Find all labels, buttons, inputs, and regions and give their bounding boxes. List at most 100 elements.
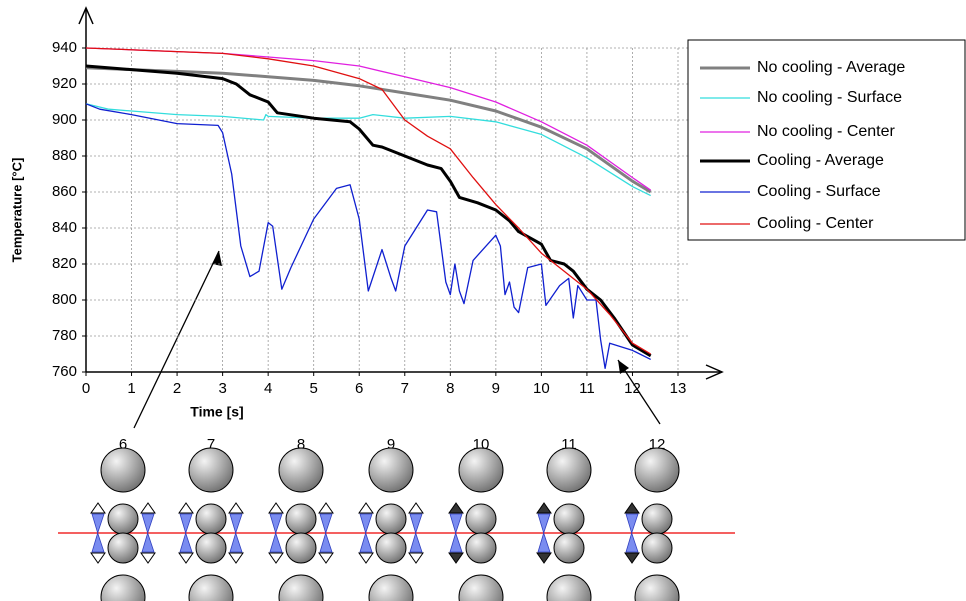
nozzle	[228, 502, 244, 514]
series-line	[85, 47, 652, 355]
roll	[553, 532, 585, 564]
roll	[285, 532, 317, 564]
spray	[409, 513, 423, 553]
y-axis-arrow	[78, 6, 94, 25]
x-tick-label: 1	[127, 380, 135, 397]
x-tick-label: 10	[533, 380, 550, 397]
nozzle	[90, 552, 106, 564]
roll	[553, 503, 585, 535]
x-tick-label: 12	[624, 380, 641, 397]
nozzle	[268, 552, 284, 564]
legend-label: Cooling - Average	[757, 152, 884, 169]
stand-label: 9	[387, 436, 395, 453]
roll	[634, 447, 680, 493]
roll	[100, 574, 146, 601]
legend-label: Cooling - Center	[757, 215, 874, 232]
roll	[546, 447, 592, 493]
roll	[278, 574, 324, 601]
legend-label: No cooling - Center	[757, 123, 896, 140]
nozzle	[408, 502, 424, 514]
stand-label: 6	[119, 436, 127, 453]
roll	[107, 503, 139, 535]
y-tick-label: 900	[52, 111, 77, 128]
y-tick-label: 760	[52, 363, 77, 380]
nozzle	[408, 552, 424, 564]
y-tick-label: 780	[52, 327, 77, 344]
spray	[179, 513, 193, 553]
roll	[641, 503, 673, 535]
roll	[465, 503, 497, 535]
nozzle	[140, 552, 156, 564]
nozzle	[140, 502, 156, 514]
legend-label: No cooling - Surface	[757, 89, 902, 106]
roll	[458, 447, 504, 493]
roll	[375, 503, 407, 535]
roll	[107, 532, 139, 564]
nozzle	[536, 502, 552, 514]
legend-label: No cooling - Average	[757, 59, 905, 76]
y-tick-label: 880	[52, 147, 77, 164]
roll	[368, 574, 414, 601]
spray	[359, 513, 373, 553]
roll	[278, 447, 324, 493]
spray	[141, 513, 155, 553]
roll	[634, 574, 680, 601]
stand-label: 8	[297, 436, 305, 453]
x-tick-label: 7	[401, 380, 409, 397]
nozzle	[318, 502, 334, 514]
spray	[91, 513, 105, 553]
roll	[458, 574, 504, 601]
spray	[269, 513, 283, 553]
arrowhead	[212, 251, 222, 266]
x-axis-label: Time [s]	[190, 404, 243, 420]
y-tick-label: 820	[52, 255, 77, 272]
spray	[319, 513, 333, 553]
roll	[375, 532, 407, 564]
x-tick-label: 13	[670, 380, 687, 397]
nozzle	[448, 552, 464, 564]
roll	[368, 447, 414, 493]
nozzle	[358, 552, 374, 564]
nozzle	[448, 502, 464, 514]
nozzle	[624, 502, 640, 514]
roll	[188, 574, 234, 601]
roll	[188, 447, 234, 493]
y-tick-label: 800	[52, 291, 77, 308]
arrowhead	[618, 360, 629, 374]
stand-label: 7	[207, 436, 215, 453]
roll	[641, 532, 673, 564]
series-line	[85, 66, 652, 194]
x-tick-label: 3	[218, 380, 226, 397]
series-line	[85, 103, 651, 370]
y-tick-label: 840	[52, 219, 77, 236]
spray	[537, 513, 551, 553]
mill-diagram: 6 7 8 9 10 11 12	[58, 436, 735, 601]
nozzle	[228, 552, 244, 564]
y-tick-label: 860	[52, 183, 77, 200]
x-tick-label: 2	[173, 380, 181, 397]
roll	[195, 532, 227, 564]
y-tick-label: 920	[52, 75, 77, 92]
nozzle	[178, 502, 194, 514]
x-axis-arrow	[705, 364, 724, 380]
roll	[285, 503, 317, 535]
x-tick-label: 11	[579, 380, 595, 397]
legend-label: Cooling - Surface	[757, 183, 881, 200]
x-tick-label: 5	[310, 380, 318, 397]
nozzle	[318, 552, 334, 564]
series-line	[85, 103, 651, 197]
x-tick-label: 4	[264, 380, 272, 397]
nozzle	[178, 552, 194, 564]
spray	[449, 513, 463, 553]
nozzle	[358, 502, 374, 514]
x-tick-label: 6	[355, 380, 363, 397]
legend-box	[687, 39, 966, 241]
nozzle	[624, 552, 640, 564]
roll	[465, 532, 497, 564]
y-tick-label: 940	[52, 39, 77, 56]
pointer-arrow	[133, 250, 220, 429]
spray	[625, 513, 639, 553]
roll	[100, 447, 146, 493]
roll	[546, 574, 592, 601]
